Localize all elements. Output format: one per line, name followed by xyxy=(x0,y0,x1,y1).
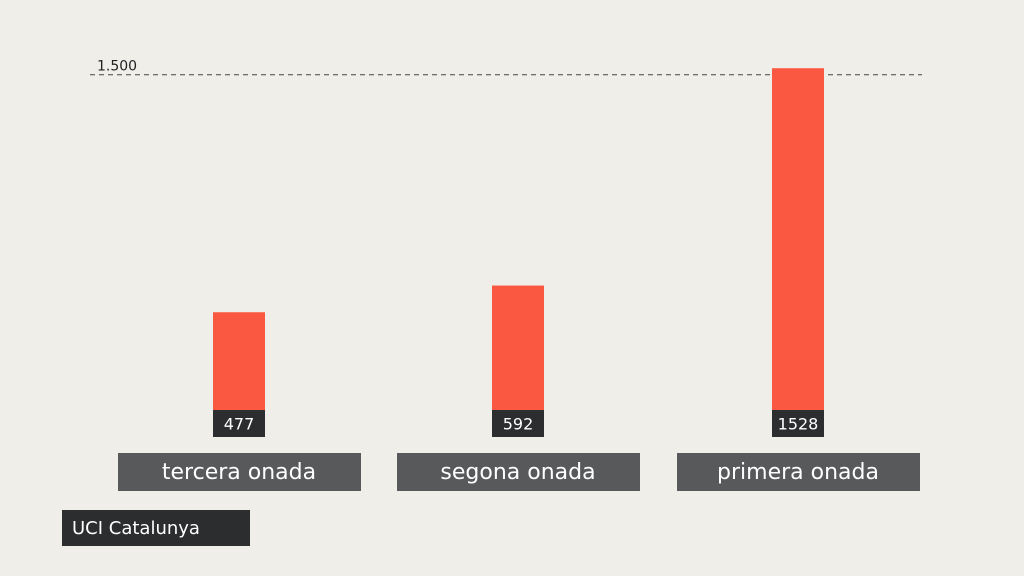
legend-label: UCI Catalunya xyxy=(72,518,200,539)
value-label-box xyxy=(213,410,265,437)
legend-box xyxy=(62,510,250,546)
reference-label: 1.500 xyxy=(97,59,137,75)
value-label-box xyxy=(492,410,544,437)
bar xyxy=(492,285,544,423)
x-tick-label: primera onada xyxy=(717,460,879,485)
x-tick-label: tercera onada xyxy=(162,460,316,485)
bar xyxy=(772,68,824,423)
value-label-box xyxy=(772,410,824,437)
value-label: 592 xyxy=(503,415,534,434)
value-label: 1528 xyxy=(778,415,819,434)
bar xyxy=(213,312,265,423)
x-tick-label: segona onada xyxy=(440,460,595,485)
category-box xyxy=(677,453,920,491)
category-box xyxy=(397,453,640,491)
value-label: 477 xyxy=(224,415,255,434)
category-box xyxy=(118,453,361,491)
